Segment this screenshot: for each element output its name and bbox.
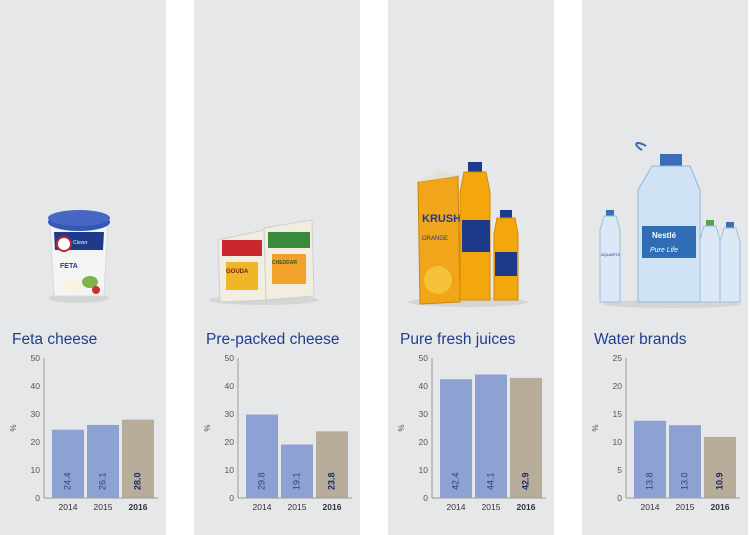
y-tick-label: 30 <box>225 409 235 419</box>
y-tick-label: 10 <box>613 437 623 447</box>
y-tick-label: 40 <box>31 381 41 391</box>
bar-value-label: 26.1 <box>97 472 107 490</box>
y-tick-label: 0 <box>35 493 40 503</box>
bar-2015 <box>281 444 313 498</box>
bar-2016 <box>122 419 154 498</box>
water-small-text: AQUARTZ <box>601 252 621 257</box>
chart-title: Pre-packed cheese <box>206 331 340 348</box>
x-tick-label: 2015 <box>482 502 501 512</box>
y-tick-label: 20 <box>31 437 41 447</box>
y-tick-label: 50 <box>419 353 429 363</box>
y-tick-label: 30 <box>419 409 429 419</box>
bar-value-label: 44.1 <box>485 472 495 490</box>
y-tick-label: 40 <box>419 381 429 391</box>
bar-2016 <box>316 431 348 498</box>
bar-2015 <box>669 425 701 498</box>
bar-chart: 0 10 20 30 40 50% 42.4 2014 44.1 2015 42.9 2016 <box>397 353 546 512</box>
bar-2014 <box>52 429 84 498</box>
cheese-packs-icon: GOUDA CHEDDAR <box>209 219 319 305</box>
y-tick-label: 0 <box>617 493 622 503</box>
juice-bottles-icon: KRUSH ORANGE <box>408 162 528 307</box>
bar-2016 <box>704 436 736 498</box>
y-tick-label: 10 <box>419 465 429 475</box>
x-tick-label: 2016 <box>129 502 148 512</box>
bar-2014 <box>634 420 666 498</box>
x-tick-label: 2014 <box>641 502 660 512</box>
panel-water-brands: Nestlé Pure Life AQUARTZ Water brands 0 5… <box>582 0 750 535</box>
panel-feta-cheese: FETA Clover Feta cheese 0 10 20 30 40 50% 24.4… <box>0 0 194 535</box>
y-tick-label: 15 <box>613 409 623 419</box>
bar-chart: 0 5 10 15 20 25% 13.8 2014 13.0 2015 10.9 2016 <box>591 353 740 512</box>
y-tick-label: 10 <box>225 465 235 475</box>
y-tick-label: 50 <box>225 353 235 363</box>
bar-2015 <box>475 374 507 498</box>
juice-flavour-text: ORANGE <box>422 236 448 242</box>
x-tick-label: 2015 <box>676 502 695 512</box>
bar-value-label: 23.8 <box>326 472 336 490</box>
y-tick-label: 5 <box>617 465 622 475</box>
x-tick-label: 2014 <box>447 502 466 512</box>
bar-value-label: 42.4 <box>450 472 460 490</box>
water-bottles-icon: Nestlé Pure Life AQUARTZ <box>599 142 742 308</box>
juice-brand-text: KRUSH <box>422 213 461 225</box>
bar-2014 <box>440 379 472 498</box>
gouda-label-text: GOUDA <box>226 269 249 275</box>
feta-tub-icon: FETA Clover <box>48 210 110 303</box>
y-tick-label: 10 <box>31 465 41 475</box>
x-tick-label: 2014 <box>253 502 272 512</box>
panel-pure-fresh-juices: KRUSH ORANGE Pure fresh juices 0 10 20 30 40… <box>388 0 582 535</box>
bar-chart: 0 10 20 30 40 50% 29.8 2014 19.1 2015 23.8 2016 <box>203 353 352 512</box>
bar-value-label: 42.9 <box>520 472 530 490</box>
bar-value-label: 19.1 <box>291 472 301 490</box>
bar-2014 <box>246 414 278 498</box>
bar-value-label: 13.8 <box>644 472 654 490</box>
bar-value-label: 10.9 <box>714 472 724 490</box>
panel-pre-packed-cheese: GOUDA CHEDDAR Pre-packed cheese 0 10 20 30 4… <box>194 0 388 535</box>
y-axis-label: % <box>9 424 18 431</box>
x-tick-label: 2014 <box>59 502 78 512</box>
bar-value-label: 24.4 <box>62 472 72 490</box>
water-brand-text: Nestlé <box>652 231 677 240</box>
bar-2016 <box>510 377 542 498</box>
feta-brand-text: Clover <box>73 240 88 246</box>
chart-title: Pure fresh juices <box>400 331 516 348</box>
x-tick-label: 2016 <box>323 502 342 512</box>
y-axis-label: % <box>591 424 600 431</box>
y-tick-label: 20 <box>419 437 429 447</box>
x-tick-label: 2015 <box>94 502 113 512</box>
x-tick-label: 2016 <box>711 502 730 512</box>
bar-value-label: 13.0 <box>679 472 689 490</box>
feta-label-text: FETA <box>60 263 78 270</box>
x-tick-label: 2015 <box>288 502 307 512</box>
chart-title: Feta cheese <box>12 331 98 348</box>
y-tick-label: 50 <box>31 353 41 363</box>
water-sub-text: Pure Life <box>650 247 678 254</box>
chart-title: Water brands <box>594 331 687 348</box>
y-tick-label: 20 <box>613 381 623 391</box>
y-axis-label: % <box>203 424 212 431</box>
bar-2015 <box>87 424 119 498</box>
bar-chart: 0 10 20 30 40 50% 24.4 2014 26.1 2015 28.0 2016 <box>9 353 158 512</box>
bar-value-label: 28.0 <box>132 472 142 490</box>
y-tick-label: 20 <box>225 437 235 447</box>
x-tick-label: 2016 <box>517 502 536 512</box>
cheddar-label-text: CHEDDAR <box>272 260 297 266</box>
y-tick-label: 0 <box>423 493 428 503</box>
y-tick-label: 40 <box>225 381 235 391</box>
y-tick-label: 25 <box>613 353 623 363</box>
bar-value-label: 29.8 <box>256 472 266 490</box>
y-tick-label: 0 <box>229 493 234 503</box>
y-axis-label: % <box>397 424 406 431</box>
y-tick-label: 30 <box>31 409 41 419</box>
